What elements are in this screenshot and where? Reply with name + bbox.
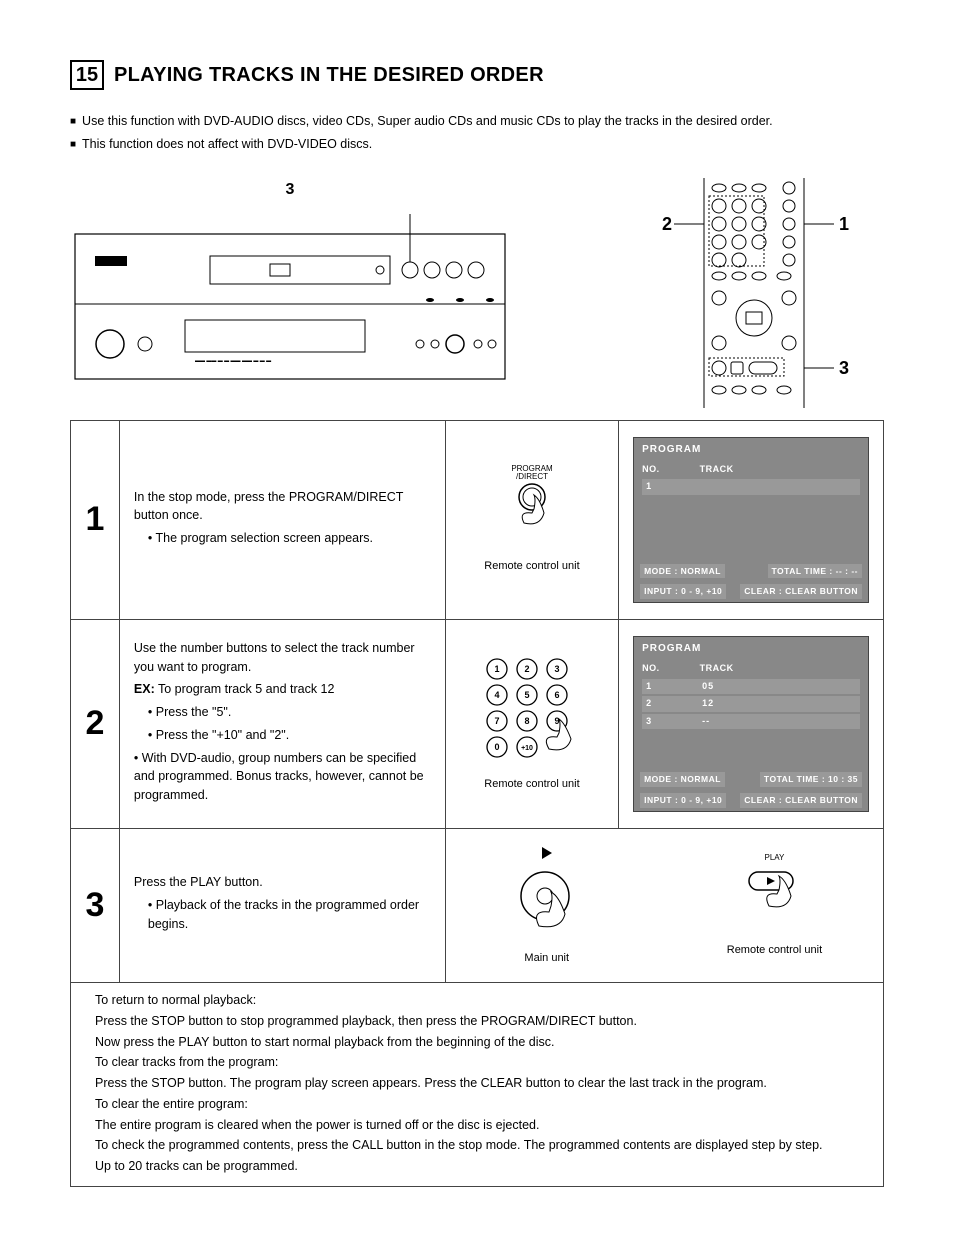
svg-text:+10: +10 [521,745,533,752]
step-screen: PROGRAM NO.TRACK 105 212 3-- MODE : NORM… [619,620,884,829]
svg-text:4: 4 [494,690,499,700]
callout-1: 1 [839,214,849,234]
svg-text:7: 7 [494,716,499,726]
step-number: 3 [71,828,120,983]
section-header: 15 PLAYING TRACKS IN THE DESIRED ORDER [70,60,884,90]
intro-block: ■Use this function with DVD-AUDIO discs,… [70,112,884,154]
note-line: Press the STOP button. The program play … [95,1074,859,1093]
hardware-diagrams: 3 ▬▬ ▬▬ ▬ ▬ ▬▬ ▬▬ ▬ ▬ ▬ [70,178,884,408]
intro-line: Use this function with DVD-AUDIO discs, … [82,114,773,128]
step-row: 3 Press the PLAY button. • Playback of t… [71,828,884,983]
note-line: To check the programmed contents, press … [95,1136,859,1155]
svg-text:8: 8 [524,716,529,726]
svg-text:▬▬ ▬▬ ▬ ▬ ▬▬ ▬▬ ▬ ▬ ▬: ▬▬ ▬▬ ▬ ▬ ▬▬ ▬▬ ▬ ▬ ▬ [195,358,271,364]
note-line: To return to normal playback: [95,991,859,1010]
callout-2: 2 [662,214,672,234]
step-screen: PROGRAM NO.TRACK 1 MODE : NORMALTOTAL TI… [619,420,884,620]
svg-text:2: 2 [524,664,529,674]
section-number-box: 15 [70,60,104,90]
page-title: PLAYING TRACKS IN THE DESIRED ORDER [114,60,544,90]
play-icon [542,847,552,859]
step-illustration: Main unit PLAY Remote control unit [445,828,883,983]
remote-illustration: 1 2 3 [624,178,884,408]
note-line: Press the STOP button to stop programmed… [95,1012,859,1031]
note-line: To clear tracks from the program: [95,1053,859,1072]
callout-3-player: 3 [70,178,510,202]
main-unit-button-icon [507,868,587,938]
intro-line: This function does not affect with DVD-V… [82,137,372,151]
step-text: In the stop mode, press the PROGRAM/DIRE… [119,420,445,620]
note-line: Now press the PLAY button to start norma… [95,1033,859,1052]
note-line: To clear the entire program: [95,1095,859,1114]
callout-3: 3 [839,358,849,378]
program-screen: PROGRAM NO.TRACK 105 212 3-- MODE : NORM… [633,636,869,812]
step-text: Use the number buttons to select the tra… [119,620,445,829]
press-button-icon [502,481,562,547]
note-line: The entire program is cleared when the p… [95,1116,859,1135]
step-number: 2 [71,620,120,829]
svg-text:5: 5 [524,690,529,700]
svg-text:9: 9 [554,716,559,726]
steps-table: 1 In the stop mode, press the PROGRAM/DI… [70,420,884,984]
svg-text:6: 6 [554,690,559,700]
step-row: 1 In the stop mode, press the PROGRAM/DI… [71,420,884,620]
step-illustration: PROGRAM /DIRECT Remote control unit [445,420,618,620]
notes-block: To return to normal playback: Press the … [70,983,884,1187]
step-row: 2 Use the number buttons to select the t… [71,620,884,829]
note-line: Up to 20 tracks can be programmed. [95,1157,859,1176]
remote-play-icon [739,864,809,930]
step-number: 1 [71,420,120,620]
player-illustration: ▬▬ ▬▬ ▬ ▬ ▬▬ ▬▬ ▬ ▬ ▬ [70,204,510,394]
svg-text:3: 3 [554,664,559,674]
svg-text:1: 1 [494,664,499,674]
numpad-icon: 1 2 3 4 5 6 7 8 9 0 +10 [477,655,587,765]
program-screen: PROGRAM NO.TRACK 1 MODE : NORMALTOTAL TI… [633,437,869,604]
step-illustration: 123 456 789 0+10 Remote control unit [445,620,618,829]
step-text: Press the PLAY button. • Playback of the… [119,828,445,983]
svg-text:0: 0 [494,742,499,752]
